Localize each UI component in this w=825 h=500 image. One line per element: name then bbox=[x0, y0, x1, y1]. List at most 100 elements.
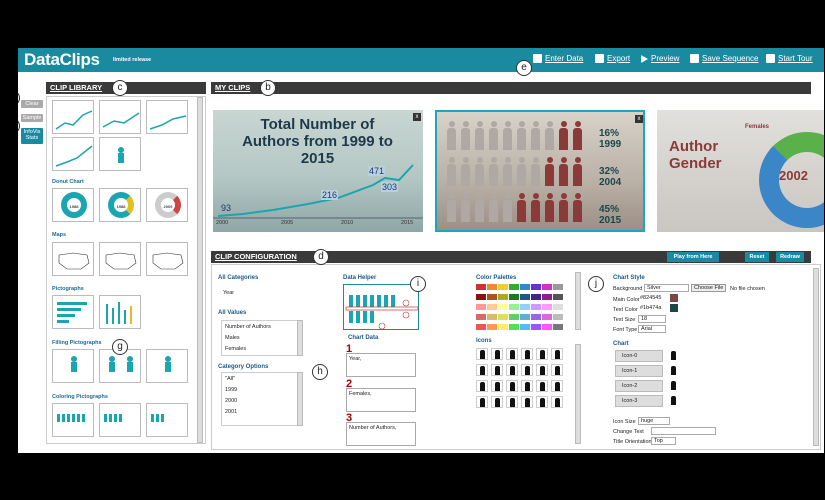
save-sequence-button[interactable]: Save Sequence bbox=[690, 54, 759, 63]
line-clip-thumb[interactable] bbox=[52, 137, 94, 171]
person-icon[interactable] bbox=[551, 380, 563, 392]
play-from-here-button[interactable]: Play from Here bbox=[667, 252, 719, 262]
clip-total-authors[interactable]: Total Number of Authors from 1999 to 201… bbox=[213, 110, 423, 232]
font-type-select[interactable]: Arial bbox=[638, 325, 666, 333]
person-icon[interactable] bbox=[521, 396, 533, 408]
palette-swatch[interactable] bbox=[487, 314, 497, 320]
palette-swatch[interactable] bbox=[498, 284, 508, 290]
coloring-pictograph-thumb[interactable] bbox=[52, 403, 94, 437]
palette-swatch[interactable] bbox=[531, 324, 541, 330]
donut-thumb[interactable]: 1988 bbox=[99, 188, 141, 222]
number-of-authors-field[interactable]: Number of Authors, bbox=[346, 422, 416, 446]
palette-swatch[interactable] bbox=[498, 324, 508, 330]
map-thumb[interactable] bbox=[99, 242, 141, 276]
coloring-pictograph-thumb[interactable] bbox=[99, 403, 141, 437]
category-item[interactable]: Year bbox=[223, 290, 235, 296]
person-icon[interactable] bbox=[491, 396, 503, 408]
title-orientation-select[interactable]: Top bbox=[651, 437, 676, 445]
palette-swatch[interactable] bbox=[509, 314, 519, 320]
close-icon[interactable]: x bbox=[635, 115, 643, 123]
palette-swatch[interactable] bbox=[476, 324, 486, 330]
change-text-input[interactable] bbox=[651, 427, 716, 435]
person-icon[interactable] bbox=[491, 348, 503, 360]
map-thumb[interactable] bbox=[146, 242, 188, 276]
option-item[interactable]: "All" bbox=[225, 376, 236, 382]
palette-swatch[interactable] bbox=[476, 284, 486, 290]
background-select[interactable]: Silver bbox=[644, 284, 689, 292]
palette-swatch[interactable] bbox=[542, 304, 552, 310]
palette-swatch[interactable] bbox=[498, 294, 508, 300]
person-icon[interactable] bbox=[506, 396, 518, 408]
donut-thumb[interactable]: 1988 bbox=[52, 188, 94, 222]
person-icon[interactable] bbox=[476, 348, 488, 360]
palette-swatch[interactable] bbox=[509, 304, 519, 310]
chart-icon-row[interactable]: Icon-1 bbox=[615, 365, 663, 377]
person-icon[interactable] bbox=[506, 380, 518, 392]
choose-file-button[interactable]: Choose File bbox=[691, 284, 727, 292]
option-item[interactable]: 2001 bbox=[225, 409, 238, 415]
clip-pictograph-females[interactable]: x 16% 1999 32% 2004 45% 2015 bbox=[435, 110, 645, 232]
filling-pictograph-thumb[interactable] bbox=[146, 349, 188, 383]
palette-swatch[interactable] bbox=[509, 294, 519, 300]
person-icon[interactable] bbox=[506, 364, 518, 376]
person-icon[interactable] bbox=[491, 380, 503, 392]
person-icon[interactable] bbox=[536, 396, 548, 408]
palette-swatch[interactable] bbox=[542, 314, 552, 320]
pictograph-thumb[interactable] bbox=[99, 295, 141, 329]
values-list[interactable]: Number of Authors Males Females bbox=[221, 320, 303, 356]
palette-swatch[interactable] bbox=[476, 304, 486, 310]
close-icon[interactable]: x bbox=[413, 113, 421, 121]
palette-swatch[interactable] bbox=[487, 284, 497, 290]
palettes-scrollbar[interactable] bbox=[575, 272, 581, 330]
preview-button[interactable]: Preview bbox=[641, 54, 679, 63]
infovis-stats-button[interactable]: InfoVis Stats bbox=[21, 128, 43, 144]
library-scrollbar[interactable] bbox=[197, 97, 203, 443]
palette-swatch[interactable] bbox=[520, 324, 530, 330]
option-item[interactable]: 2000 bbox=[225, 398, 238, 404]
person-icon[interactable] bbox=[506, 348, 518, 360]
export-button[interactable]: Export bbox=[595, 54, 630, 63]
person-icon[interactable] bbox=[491, 364, 503, 376]
chart-icon-row[interactable]: Icon-2 bbox=[615, 380, 663, 392]
person-icon[interactable] bbox=[551, 396, 563, 408]
person-icon[interactable] bbox=[551, 348, 563, 360]
person-icon[interactable] bbox=[551, 364, 563, 376]
option-item[interactable]: 1999 bbox=[225, 387, 238, 393]
options-scrollbar[interactable] bbox=[297, 372, 303, 426]
redraw-button[interactable]: Redraw bbox=[776, 252, 804, 262]
palette-swatch[interactable] bbox=[487, 324, 497, 330]
value-item[interactable]: Females bbox=[225, 346, 247, 352]
config-scrollbar[interactable] bbox=[813, 268, 819, 446]
color-palettes-grid[interactable] bbox=[476, 284, 571, 334]
palette-swatch[interactable] bbox=[553, 284, 563, 290]
palette-swatch[interactable] bbox=[542, 324, 552, 330]
palette-swatch[interactable] bbox=[498, 304, 508, 310]
icon-size-select[interactable]: huge bbox=[638, 417, 670, 425]
palette-swatch[interactable] bbox=[553, 314, 563, 320]
text-size-input[interactable]: 18 bbox=[638, 315, 666, 323]
palette-swatch[interactable] bbox=[553, 294, 563, 300]
sample-button[interactable]: Sample bbox=[21, 114, 43, 122]
person-icon[interactable] bbox=[536, 380, 548, 392]
person-icon[interactable] bbox=[476, 380, 488, 392]
reset-button[interactable]: Reset bbox=[745, 252, 769, 262]
palette-swatch[interactable] bbox=[531, 314, 541, 320]
pictograph-thumb[interactable] bbox=[99, 137, 141, 171]
map-thumb[interactable] bbox=[52, 242, 94, 276]
palette-swatch[interactable] bbox=[487, 294, 497, 300]
value-item[interactable]: Number of Authors bbox=[225, 324, 271, 330]
palette-swatch[interactable] bbox=[542, 284, 552, 290]
chart-icon-row[interactable]: Icon-3 bbox=[615, 395, 663, 407]
palette-swatch[interactable] bbox=[476, 294, 486, 300]
palette-swatch[interactable] bbox=[531, 304, 541, 310]
palette-swatch[interactable] bbox=[553, 304, 563, 310]
pictograph-thumb[interactable] bbox=[52, 295, 94, 329]
palette-swatch[interactable] bbox=[509, 324, 519, 330]
coloring-pictograph-thumb[interactable] bbox=[146, 403, 188, 437]
start-tour-button[interactable]: Start Tour bbox=[766, 54, 813, 63]
palette-swatch[interactable] bbox=[520, 304, 530, 310]
palette-swatch[interactable] bbox=[476, 314, 486, 320]
clear-button[interactable]: Clear bbox=[21, 100, 43, 108]
palette-swatch[interactable] bbox=[531, 284, 541, 290]
chart-icon-row[interactable]: Icon-0 bbox=[615, 350, 663, 362]
